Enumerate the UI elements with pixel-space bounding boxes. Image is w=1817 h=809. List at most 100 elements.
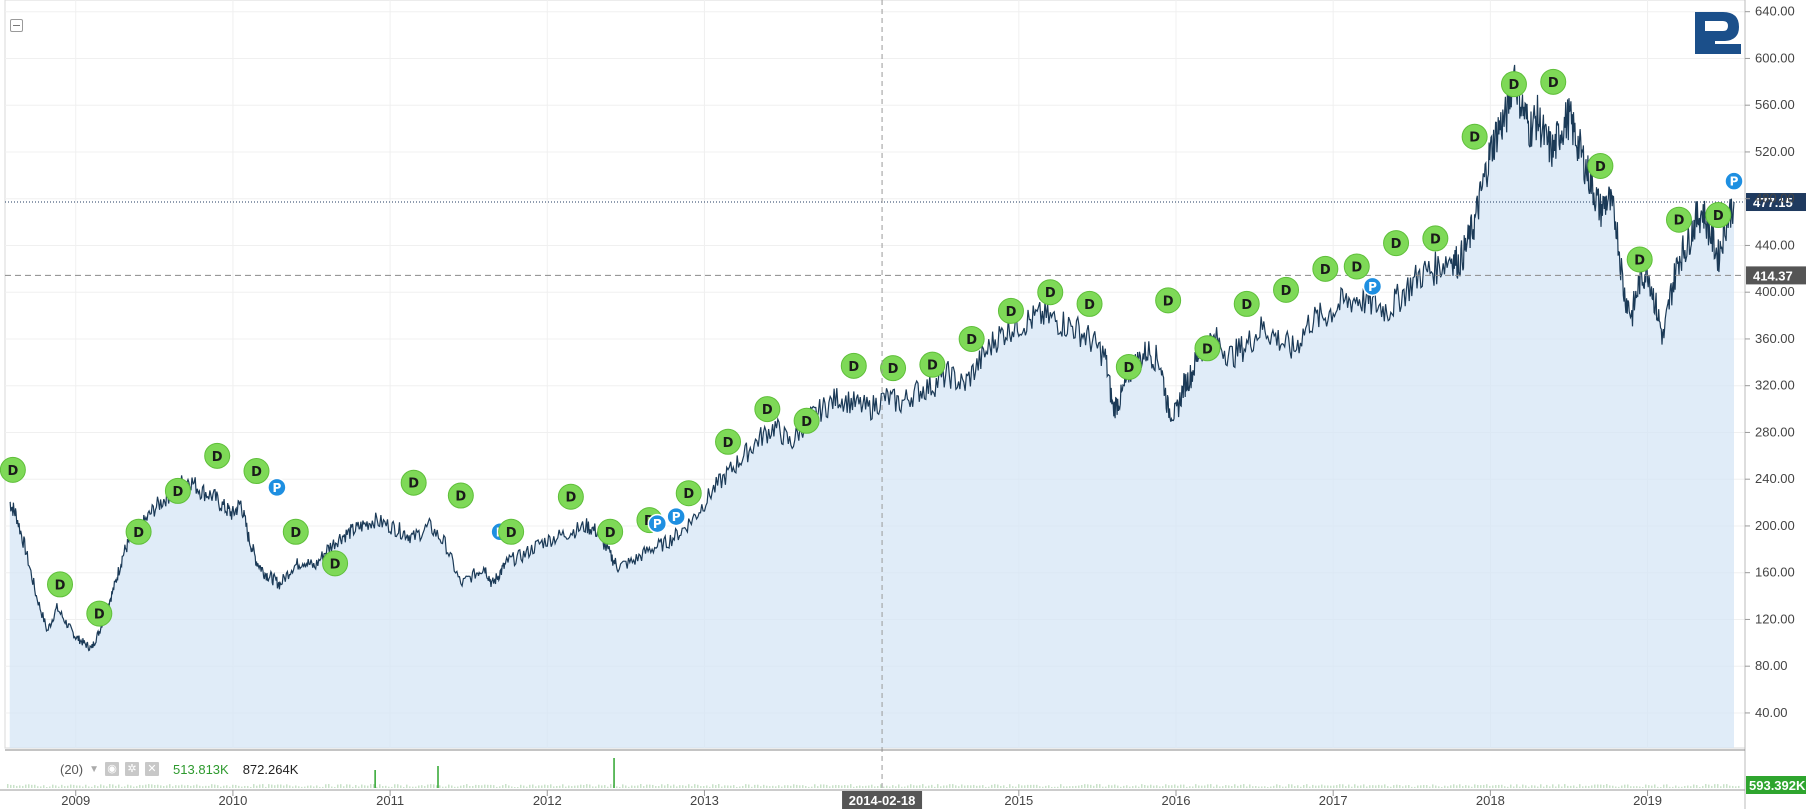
- volume-bar: [844, 784, 846, 788]
- dividend-marker[interactable]: D: [1626, 246, 1653, 273]
- volume-bar: [895, 786, 897, 788]
- volume-bar: [1363, 784, 1365, 788]
- y-tick-label: 240.00: [1755, 471, 1795, 486]
- x-axis: 2009 2010 2011 2012 2013 2014-02-18 2015 2016 20…: [0, 0, 1745, 809]
- dividend-marker[interactable]: D: [1461, 123, 1488, 150]
- dividend-marker[interactable]: D: [164, 477, 191, 504]
- volume-bar: [1468, 785, 1470, 788]
- volume-bar: [628, 786, 630, 788]
- dividend-marker[interactable]: D: [1665, 206, 1692, 233]
- volume-bar: [634, 785, 636, 788]
- dividend-marker[interactable]: D: [400, 469, 427, 496]
- volume-bar: [1063, 786, 1065, 788]
- dividend-marker[interactable]: D: [1037, 279, 1064, 306]
- marker-label: D: [723, 436, 734, 451]
- volume-bar: [214, 784, 216, 788]
- volume-bar: [1534, 785, 1536, 788]
- dividend-marker[interactable]: D: [204, 442, 231, 469]
- volume-bar: [892, 785, 894, 788]
- volume-bar: [469, 785, 471, 788]
- volume-bar: [931, 784, 933, 788]
- dividend-marker[interactable]: D: [86, 600, 113, 627]
- volume-bar: [658, 786, 660, 788]
- volume-bar: [1384, 784, 1386, 788]
- volume-bar: [16, 785, 18, 788]
- volume-bar: [1153, 785, 1155, 788]
- dividend-marker[interactable]: D: [1500, 71, 1527, 98]
- dividend-marker[interactable]: D: [1076, 290, 1103, 317]
- dividend-marker[interactable]: D: [1705, 202, 1732, 229]
- crosshair-date-badge: [842, 791, 923, 809]
- dividend-marker[interactable]: D: [1194, 335, 1221, 362]
- dividend-marker[interactable]: D: [675, 480, 702, 507]
- dividend-marker[interactable]: D: [958, 325, 985, 352]
- volume-bar: [1420, 785, 1422, 788]
- y-tick-label: 600.00: [1755, 50, 1795, 65]
- eye-icon[interactable]: ◉: [105, 762, 120, 776]
- dividend-marker[interactable]: D: [1233, 290, 1260, 317]
- p-marker[interactable]: P: [1362, 276, 1383, 297]
- dividend-marker[interactable]: D: [498, 518, 525, 545]
- volume-bar: [1372, 785, 1374, 788]
- volume-bar: [1699, 786, 1701, 788]
- volume-bar: [247, 785, 249, 788]
- volume-bar: [374, 770, 376, 788]
- dividend-marker[interactable]: D: [1312, 255, 1339, 282]
- volume-bar: [208, 785, 210, 788]
- dividend-marker[interactable]: D: [840, 352, 867, 379]
- volume-bar: [943, 785, 945, 788]
- dividend-marker[interactable]: D: [1343, 253, 1370, 280]
- volume-bar: [1309, 786, 1311, 788]
- close-icon[interactable]: ✕: [145, 762, 160, 776]
- dividend-marker[interactable]: D: [1540, 68, 1567, 95]
- volume-bar: [835, 784, 837, 788]
- reference-price-label: 414.37: [1753, 268, 1793, 283]
- dividend-marker[interactable]: D: [1587, 152, 1614, 179]
- dividend-marker[interactable]: D: [1273, 276, 1300, 303]
- gear-icon[interactable]: ✲: [125, 762, 140, 776]
- volume-bar: [733, 785, 735, 788]
- dividend-marker[interactable]: D: [880, 355, 907, 382]
- dividend-marker[interactable]: D: [243, 458, 270, 485]
- dividend-marker[interactable]: D: [997, 297, 1024, 324]
- volume-bar: [283, 785, 285, 788]
- p-marker[interactable]: P: [267, 477, 287, 498]
- p-marker[interactable]: P: [666, 506, 686, 527]
- p-marker[interactable]: P: [647, 513, 668, 534]
- volume-bar: [853, 786, 855, 788]
- dividend-marker[interactable]: D: [557, 483, 584, 510]
- dividend-marker[interactable]: D: [1383, 230, 1410, 257]
- dividend-marker[interactable]: D: [125, 518, 152, 545]
- volume-bar: [1618, 786, 1620, 788]
- dividend-marker[interactable]: D: [1422, 225, 1449, 252]
- dividend-marker[interactable]: D: [282, 518, 309, 545]
- volume-bar: [1171, 785, 1173, 788]
- volume-bar: [1636, 786, 1638, 788]
- roboforex-logo: [1695, 12, 1741, 54]
- chevron-down-icon[interactable]: ▼: [89, 763, 100, 775]
- volume-period[interactable]: (20): [60, 761, 84, 777]
- p-marker[interactable]: P: [1724, 171, 1744, 191]
- volume-bar: [913, 785, 915, 788]
- dividend-marker[interactable]: D: [447, 482, 474, 509]
- volume-bar: [550, 784, 552, 788]
- volume-bar: [721, 786, 723, 788]
- dividend-marker[interactable]: D: [1155, 287, 1182, 314]
- event-markers[interactable]: DDDDDDDPDDDDPDDDDPPDDDDDDDDDDDDDDDDDDPDD…: [0, 68, 1744, 627]
- volume-bar: [187, 784, 189, 788]
- volume-bar: [1486, 784, 1488, 788]
- dividend-marker[interactable]: D: [793, 407, 820, 434]
- volume-bar: [481, 785, 483, 788]
- dividend-marker[interactable]: D: [0, 456, 26, 483]
- marker-label: D: [1281, 284, 1292, 299]
- dividend-marker[interactable]: D: [322, 550, 349, 577]
- dividend-marker[interactable]: D: [1115, 353, 1142, 380]
- collapse-button[interactable]: [10, 19, 23, 32]
- dividend-marker[interactable]: D: [754, 396, 781, 423]
- dividend-marker[interactable]: D: [919, 351, 946, 378]
- dividend-marker[interactable]: D: [597, 518, 624, 545]
- dividend-marker[interactable]: D: [715, 428, 742, 455]
- volume-bar: [1453, 784, 1455, 788]
- dividend-marker[interactable]: D: [47, 571, 74, 598]
